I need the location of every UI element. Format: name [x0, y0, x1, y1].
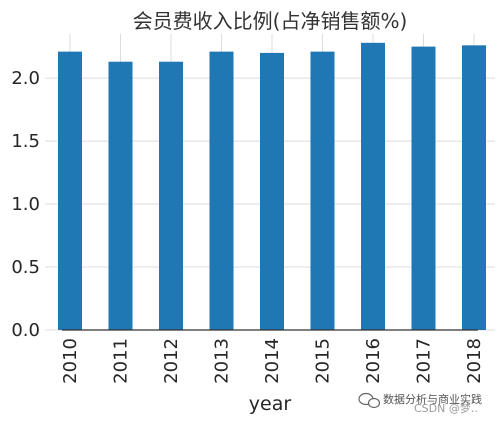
- x-tick-label: 2010: [60, 338, 81, 384]
- bar-2011: [108, 61, 133, 331]
- x-tick-label: 2016: [363, 338, 384, 384]
- bar-2017: [411, 46, 436, 331]
- bars: [58, 42, 486, 331]
- x-axis-label: year: [249, 393, 292, 415]
- x-tick-label: 2013: [212, 338, 233, 384]
- x-tick-label: 2011: [111, 338, 132, 384]
- watermark-text: 数据分析与商业实践: [383, 392, 482, 406]
- bar-2012: [159, 61, 183, 331]
- x-tick-label: 2017: [414, 338, 435, 384]
- x-tick-label: 2018: [464, 338, 485, 384]
- chart-title: 会员费收入比例(占净销售额%): [133, 9, 408, 33]
- y-tick-label: 1.0: [11, 194, 40, 215]
- bar-2018: [462, 45, 486, 330]
- bar-2016: [361, 42, 385, 331]
- y-tick-label: 0.0: [11, 320, 40, 341]
- y-tick-labels: 0.0 0.5 1.0 1.5 2.0: [11, 68, 40, 341]
- bar-2015: [310, 51, 335, 331]
- wechat-icon: [358, 392, 381, 409]
- y-tick-label: 0.5: [11, 257, 40, 278]
- x-tick-label: 2014: [262, 338, 283, 384]
- y-tick-label: 2.0: [11, 68, 40, 89]
- x-tick-label: 2015: [313, 338, 334, 384]
- x-tick-labels: 2010 2011 2012 2013 2014 2015 2016 2017 2018: [60, 338, 485, 384]
- x-tick-label: 2012: [161, 338, 182, 384]
- bar-2010: [58, 51, 82, 331]
- bar-2014: [260, 52, 284, 330]
- watermark: 数据分析与商业实践 CSDN @梦..: [358, 392, 482, 415]
- y-tick-label: 1.5: [11, 131, 40, 152]
- bar-2013: [209, 51, 234, 331]
- watermark-overlay: CSDN @梦..: [414, 402, 478, 415]
